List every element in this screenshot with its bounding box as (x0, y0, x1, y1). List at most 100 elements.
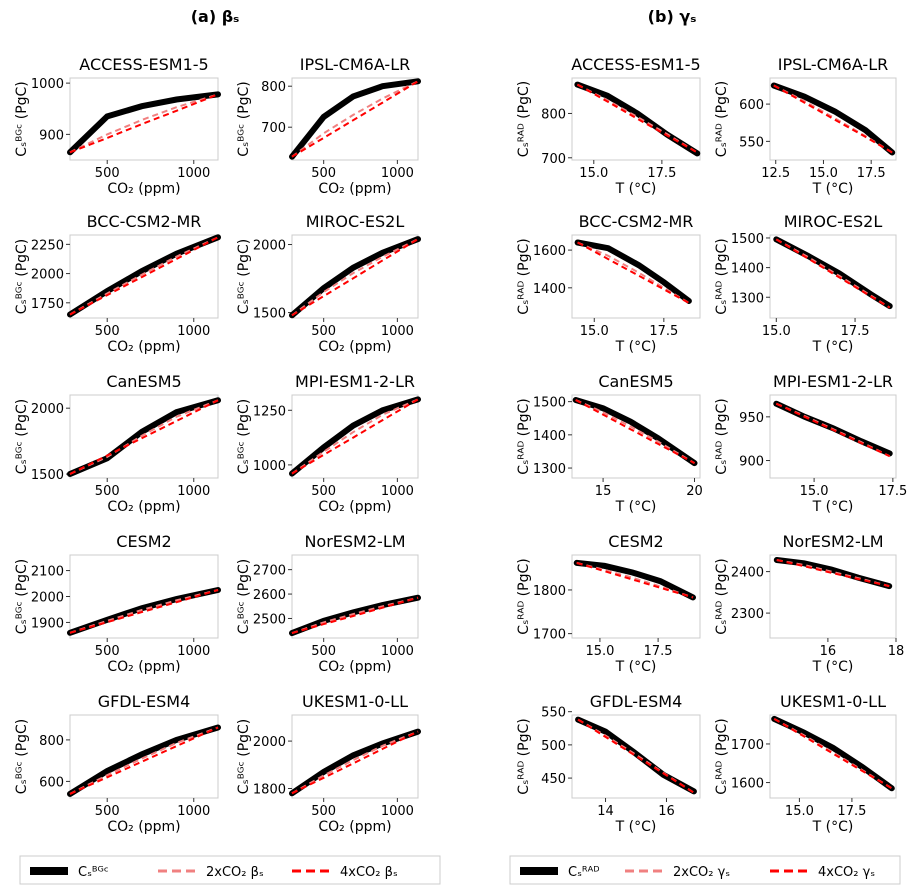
x-tick-label: 1000 (381, 324, 414, 339)
y-tick-label: 2000 (253, 735, 286, 750)
x-tick-label: 1000 (177, 324, 210, 339)
y-axis-label: Cₛᴮᴳᶜ (PgC) (14, 239, 30, 315)
x-tick-label: 15.0 (800, 484, 829, 499)
x-tick-label: 1000 (177, 804, 210, 819)
series-line (773, 557, 893, 590)
x-tick-label: 17.5 (647, 166, 676, 181)
y-tick-label: 1500 (253, 307, 286, 322)
axes-frame (291, 394, 419, 479)
series-line (575, 399, 695, 464)
y-tick-label: 2500 (253, 612, 286, 627)
series-line (69, 726, 219, 795)
series-line (69, 399, 219, 475)
series-line (776, 559, 890, 588)
y-tick-label: 700 (261, 121, 286, 136)
y-tick-label: 2000 (253, 239, 286, 254)
x-tick-label: 15.0 (579, 166, 608, 181)
series-line (575, 399, 696, 464)
y-tick-label: 950 (739, 411, 764, 426)
y-tick-label: 1500 (533, 396, 566, 411)
chart-title: UKESM1-0-LL (780, 692, 886, 711)
y-tick-label: 1300 (731, 291, 764, 306)
series-line (775, 238, 891, 309)
x-tick-label: 16 (658, 804, 675, 819)
series-line (291, 238, 419, 317)
x-tick-label: 18 (888, 644, 905, 659)
x-axis-label: CO₂ (ppm) (107, 819, 180, 835)
x-tick-label: 15.0 (585, 644, 614, 659)
x-axis-label: T (°C) (615, 181, 657, 197)
series-line (291, 596, 419, 635)
y-tick-label: 1250 (253, 404, 286, 419)
x-tick-label: 17.5 (649, 324, 678, 339)
x-tick-label: 15.0 (809, 166, 838, 181)
y-axis-label: Cₛᴿᴬᴰ (PgC) (516, 81, 532, 157)
axes-frame (769, 714, 897, 799)
x-axis-label: T (°C) (615, 819, 657, 835)
axes-frame (769, 554, 897, 639)
series-line (291, 596, 419, 635)
axes-frame (69, 234, 219, 319)
x-tick-label: 500 (311, 804, 336, 819)
series-line (577, 241, 690, 304)
y-tick-label: 600 (39, 775, 64, 790)
x-axis-label: CO₂ (ppm) (318, 499, 391, 515)
series-line (576, 561, 694, 599)
chart-title: NorESM2-LM (782, 532, 883, 551)
x-axis-label: CO₂ (ppm) (107, 659, 180, 675)
x-axis-label: CO₂ (ppm) (107, 181, 180, 197)
y-tick-label: 600 (739, 98, 764, 113)
x-tick-label: 500 (311, 644, 336, 659)
y-tick-label: 1500 (31, 468, 64, 483)
x-tick-label: 12.5 (761, 166, 790, 181)
y-axis-label: Cₛᴿᴬᴰ (PgC) (714, 398, 730, 474)
legend-label: Cₛᴮᴳᶜ (78, 865, 109, 880)
chart-title: MIROC-ES2L (784, 212, 883, 231)
series-line (69, 589, 219, 634)
x-tick-label: 17.5 (878, 484, 907, 499)
x-axis-label: T (°C) (812, 339, 854, 355)
chart-title: MIROC-ES2L (306, 212, 405, 231)
y-tick-label: 2600 (253, 588, 286, 603)
x-tick-label: 1000 (177, 166, 210, 181)
y-tick-label: 1000 (253, 459, 286, 474)
y-tick-label: 2100 (31, 565, 64, 580)
y-tick-label: 550 (739, 135, 764, 150)
series-line (291, 730, 419, 795)
y-tick-label: 1600 (731, 777, 764, 792)
series-line (576, 83, 698, 154)
legend-box (19, 855, 441, 885)
y-tick-label: 700 (541, 152, 566, 167)
x-tick-label: 17.5 (644, 644, 673, 659)
series-line (771, 715, 895, 792)
x-axis-label: CO₂ (ppm) (318, 819, 391, 835)
axes-frame (571, 394, 701, 479)
series-line (69, 726, 219, 795)
series-line (291, 80, 419, 158)
series-line (67, 397, 221, 477)
x-tick-label: 500 (95, 484, 120, 499)
chart-title: IPSL-CM6A-LR (778, 55, 888, 74)
series-line (289, 236, 421, 319)
y-tick-label: 1400 (533, 282, 566, 297)
y-tick-label: 1500 (731, 232, 764, 247)
x-tick-label: 500 (311, 484, 336, 499)
x-tick-label: 20 (686, 484, 703, 499)
series-line (69, 93, 219, 154)
y-tick-label: 1300 (533, 462, 566, 477)
axes-frame (291, 714, 419, 799)
y-tick-label: 1400 (533, 429, 566, 444)
x-tick-label: 500 (95, 324, 120, 339)
axes-frame (291, 234, 419, 319)
panel-title: (a) βₛ (191, 7, 240, 26)
axes-frame (571, 77, 701, 161)
y-axis-label: Cₛᴿᴬᴰ (PgC) (516, 398, 532, 474)
series-line (69, 236, 219, 316)
series-line (67, 234, 221, 318)
chart-title: BCC-CSM2-MR (87, 212, 202, 231)
chart-title: CESM2 (116, 532, 171, 551)
y-tick-label: 500 (541, 739, 566, 754)
y-tick-label: 2700 (253, 564, 286, 579)
chart-title: ACCESS-ESM1-5 (571, 55, 700, 74)
series-line (289, 396, 421, 477)
